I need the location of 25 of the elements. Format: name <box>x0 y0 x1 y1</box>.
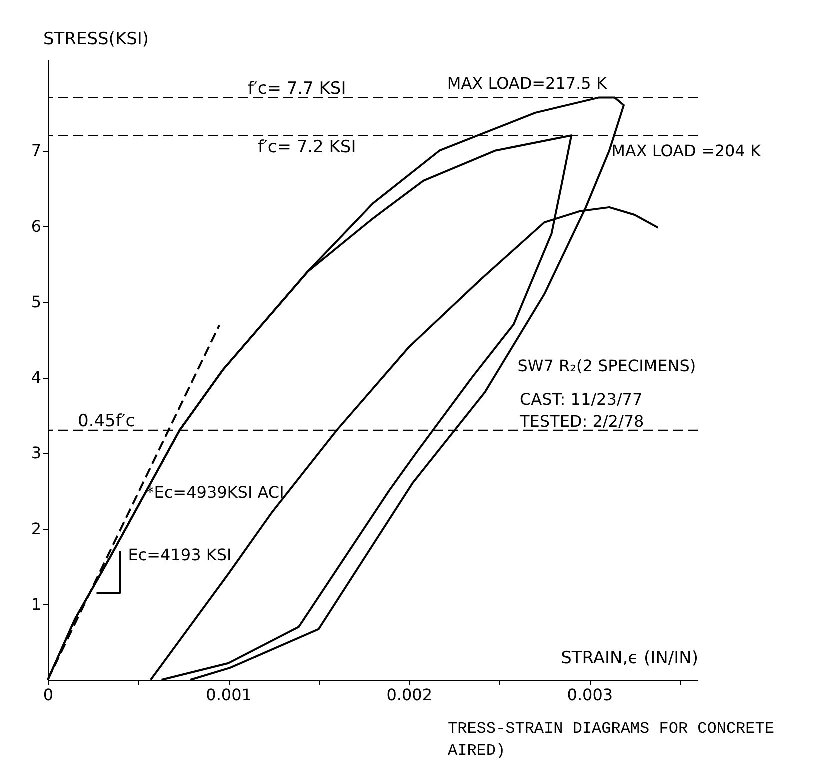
y-tick-label: 5 <box>31 292 42 312</box>
annotation: Ec=4193 KSI <box>128 545 232 564</box>
x-tick-label: 0.002 <box>386 686 433 704</box>
annotation: TESTED: 2/2/78 <box>519 412 644 431</box>
y-tick-label: 7 <box>31 141 42 160</box>
x-tick-label: 0.001 <box>206 686 252 704</box>
y-tick-label: 1 <box>31 594 42 614</box>
annotation: MAX LOAD =204 K <box>612 142 762 161</box>
y-tick-label: 3 <box>31 444 42 463</box>
y-axis-title: STRESS(KSI) <box>44 30 150 50</box>
x-tick-label: 0.003 <box>567 686 614 704</box>
ref-line-label: f′c= 7.7 KSI <box>248 78 346 99</box>
x-axis-title: STRAIN,ϵ (IN/IN) <box>561 648 698 668</box>
text: AIRED) <box>448 742 506 760</box>
annotation: MAX LOAD=217.5 K <box>447 74 608 93</box>
annotation: *Ec=4939KSI ACI <box>146 483 284 502</box>
annotation: CAST: 11/23/77 <box>520 390 643 409</box>
y-tick-label: 6 <box>31 216 42 236</box>
ref-line-label: f′c= 7.2 KSI <box>258 138 356 158</box>
ref-line-label: 0.45f′c <box>78 411 136 432</box>
text: TRESS-STRAIN DIAGRAMS FOR CONCRETE <box>448 720 774 738</box>
y-tick-label: 2 <box>31 519 42 538</box>
x-tick-label: 0 <box>43 686 54 704</box>
y-tick-label: 4 <box>31 368 42 388</box>
annotation: SW7 R₂(2 SPECIMENS) <box>518 356 696 376</box>
